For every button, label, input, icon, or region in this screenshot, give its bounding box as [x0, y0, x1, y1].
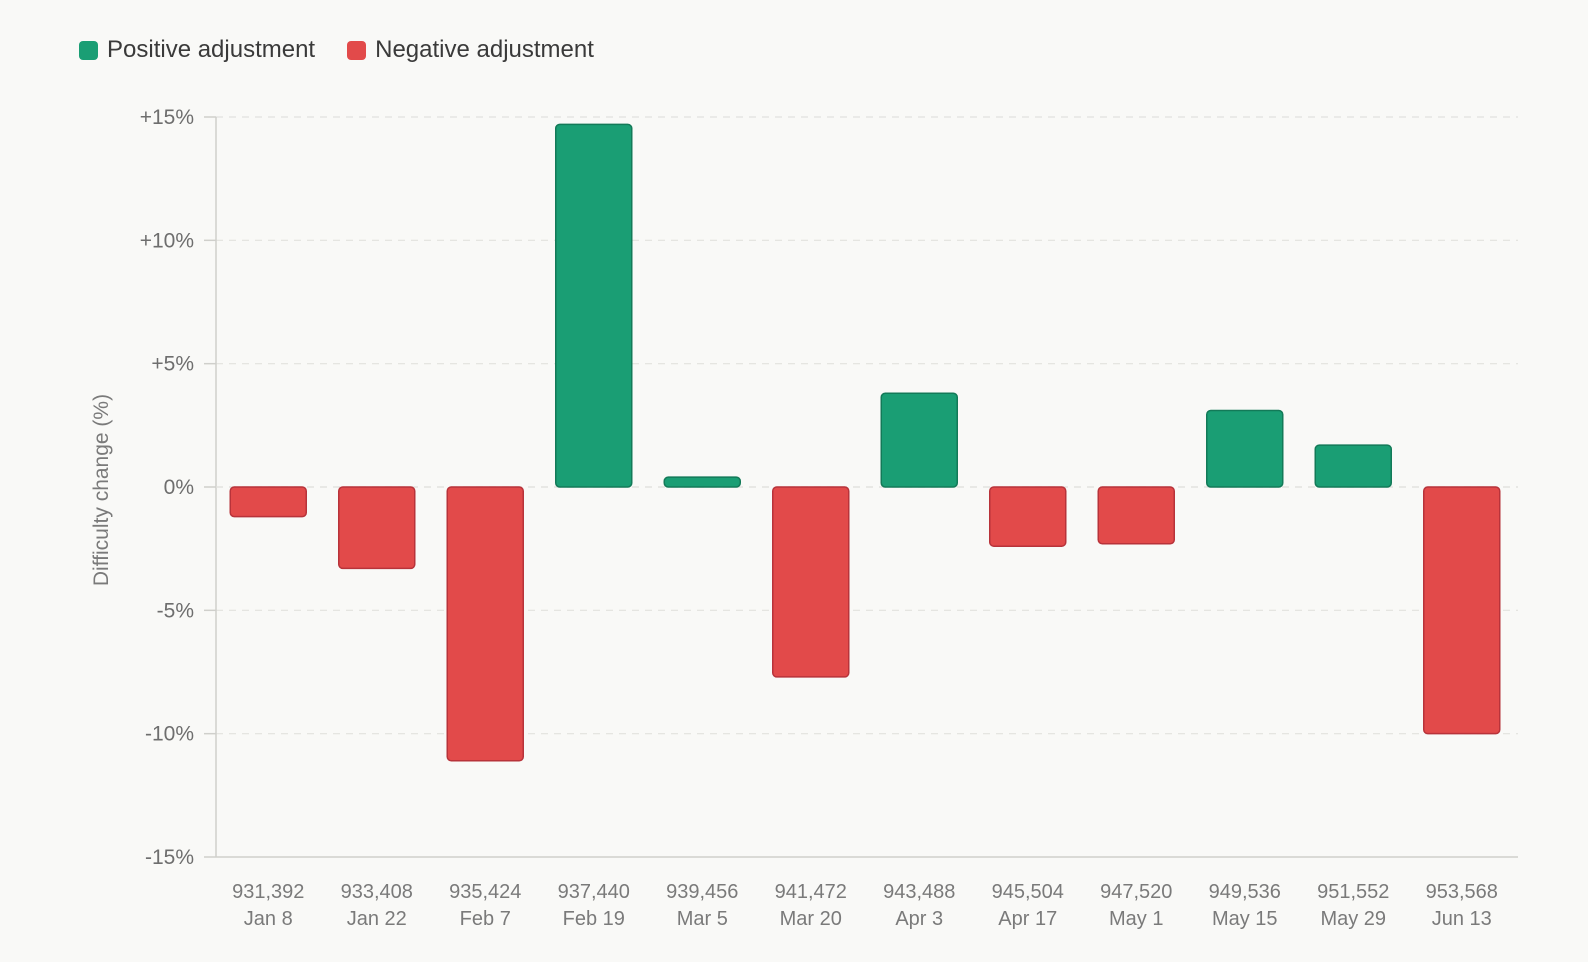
negative-swatch-icon	[347, 40, 367, 60]
y-tick-label: 0%	[164, 476, 194, 499]
x-tick-label-date: Apr 17	[998, 908, 1057, 930]
x-tick-label-date: May 15	[1212, 908, 1278, 930]
grid-lines	[216, 116, 1518, 735]
legend-label-negative: Negative adjustment	[375, 36, 594, 63]
x-tick-label-date: Feb 7	[460, 908, 511, 930]
x-tick-label-date: May 1	[1109, 908, 1163, 930]
x-tick-label-block: 947,520	[1100, 881, 1172, 903]
bar-negative[interactable]	[1097, 486, 1175, 545]
y-axis-title: Difficulty change (%)	[90, 394, 113, 586]
bar-negative[interactable]	[338, 486, 416, 570]
bar-negative[interactable]	[989, 486, 1067, 547]
bars	[229, 123, 1501, 762]
x-tick-label-date: Apr 3	[895, 908, 943, 930]
x-tick-label-date: May 29	[1320, 908, 1386, 930]
y-tick-label: -5%	[157, 599, 194, 622]
x-tick-label-date: Jan 22	[347, 908, 407, 930]
legend: Positive adjustment Negative adjustment	[79, 36, 594, 64]
x-tick-label-block: 937,440	[558, 881, 630, 903]
y-tick-label: -10%	[145, 723, 194, 746]
x-tick-label-block: 943,488	[883, 881, 955, 903]
y-tick-labels: +15% +10% +5% 0% -5% -10% -15%	[140, 106, 216, 869]
x-tick-label-block: 945,504	[992, 881, 1064, 903]
bar-negative[interactable]	[772, 486, 850, 678]
bar-positive[interactable]	[880, 392, 958, 488]
x-tick-label-block: 941,472	[775, 881, 847, 903]
x-tick-label-block: 933,408	[341, 881, 413, 903]
legend-item-negative[interactable]: Negative adjustment	[347, 36, 594, 64]
y-tick-label: +10%	[140, 229, 194, 252]
bar-positive[interactable]	[555, 123, 633, 488]
bar-positive[interactable]	[1206, 409, 1284, 488]
x-tick-label-block: 935,424	[449, 881, 521, 903]
x-tick-label-block: 949,536	[1209, 881, 1281, 903]
x-tick-label-block: 951,552	[1317, 881, 1389, 903]
x-tick-label-date: Mar 20	[780, 908, 842, 930]
legend-item-positive[interactable]: Positive adjustment	[79, 36, 315, 64]
x-tick-label-date: Jun 13	[1432, 908, 1492, 930]
y-tick-label: +5%	[151, 353, 194, 376]
x-tick-label-date: Mar 5	[677, 908, 728, 930]
x-tick-labels: 931,392 Jan 8 933,408 Jan 22 935,424 Feb 7 937…	[232, 881, 1498, 930]
bar-negative[interactable]	[229, 486, 307, 518]
bar-positive[interactable]	[663, 476, 741, 488]
x-tick-label-block: 953,568	[1426, 881, 1498, 903]
legend-label-positive: Positive adjustment	[107, 36, 316, 63]
x-tick-label-date: Feb 19	[563, 908, 625, 930]
bar-negative[interactable]	[446, 486, 524, 762]
positive-swatch-icon	[79, 40, 98, 60]
x-tick-label-block: 939,456	[666, 881, 738, 903]
y-tick-label: +15%	[140, 106, 194, 129]
y-tick-label: -15%	[145, 846, 194, 869]
x-tick-label-block: 931,392	[232, 881, 304, 903]
bar-positive[interactable]	[1314, 444, 1392, 488]
x-tick-label-date: Jan 8	[244, 908, 293, 930]
bar-negative[interactable]	[1423, 486, 1501, 735]
